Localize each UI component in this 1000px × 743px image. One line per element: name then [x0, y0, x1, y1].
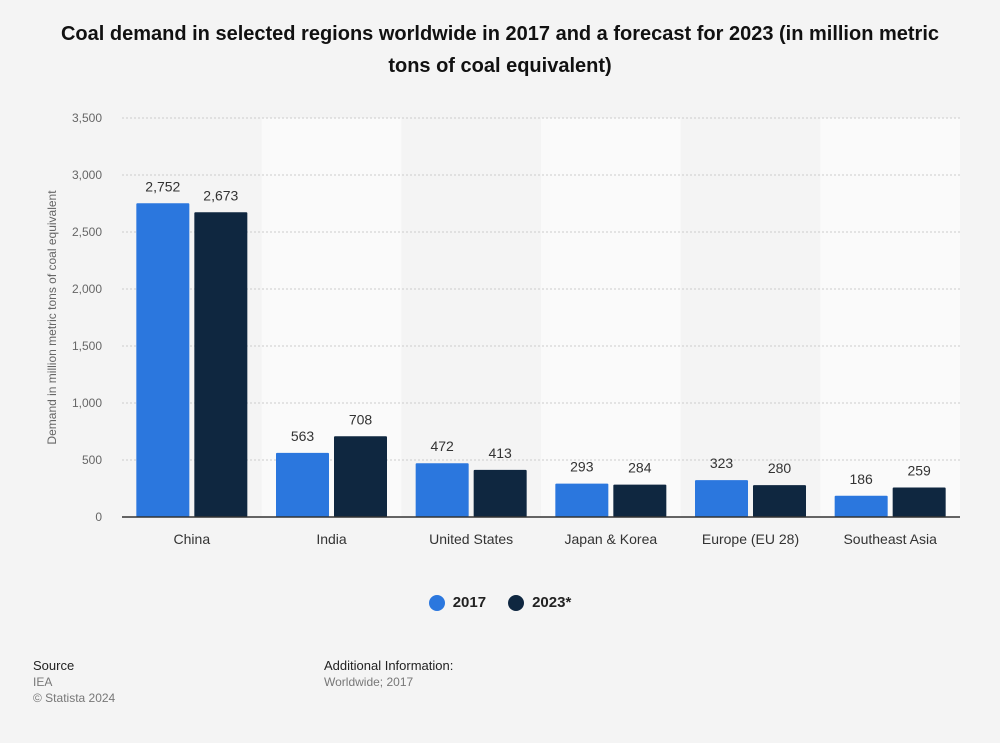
y-tick-label: 1,000: [72, 396, 102, 410]
copyright: © Statista 2024: [33, 691, 116, 705]
legend-item-2023[interactable]: 2023*: [508, 594, 571, 611]
data-label: 563: [291, 428, 315, 444]
legend-item-2017[interactable]: 2017: [428, 594, 487, 611]
x-category-label: United States: [429, 531, 513, 547]
y-tick-label: 1,500: [72, 339, 102, 353]
additional-info-heading[interactable]: Additional Information:: [324, 658, 454, 673]
bar: [136, 203, 190, 517]
legend-label: 2023*: [532, 594, 572, 611]
data-label: 284: [628, 460, 652, 476]
y-tick-label: 2,000: [72, 282, 102, 296]
y-tick-label: 500: [82, 453, 102, 467]
data-label: 186: [849, 471, 873, 487]
y-tick-label: 3,500: [72, 111, 102, 125]
data-label: 293: [570, 459, 594, 475]
y-tick-label: 0: [95, 510, 102, 524]
legend-dot-icon: [428, 594, 445, 611]
bar: [834, 495, 888, 517]
bar-chart: 0 500 1,000 1,500 2,000 2,500 3,000 3,500 2,752…: [45, 111, 960, 547]
bars: [136, 203, 946, 517]
bar: [695, 480, 748, 517]
data-label: 413: [488, 445, 512, 461]
bar: [334, 436, 387, 517]
additional-info-text: Worldwide; 2017: [324, 675, 414, 689]
x-category-label: China: [174, 531, 211, 547]
x-category-label: Europe (EU 28): [702, 531, 799, 547]
bar: [753, 485, 806, 517]
data-labels: 2,752 2,673 563 708 472 413 293 284 323 280 186 259: [145, 178, 931, 487]
source-block: Source IEA © Statista 2024: [33, 658, 115, 706]
y-axis-title: Demand in million metric tons of coal eq…: [45, 190, 59, 445]
x-category-label: Japan & Korea: [565, 531, 658, 547]
x-category-label: Southeast Asia: [843, 531, 937, 547]
data-label: 280: [768, 460, 792, 476]
data-label: 472: [430, 438, 454, 454]
data-label: 2,673: [203, 187, 238, 203]
legend-label: 2017: [452, 594, 487, 611]
background-band: [820, 118, 960, 517]
background-band: [541, 118, 681, 517]
y-tick-label: 2,500: [72, 225, 102, 239]
bar: [415, 463, 469, 517]
data-label: 323: [710, 455, 734, 471]
bar: [276, 452, 329, 517]
chart-title: Coal demand in selected regions worldwid…: [60, 23, 940, 77]
data-label: 2,752: [145, 178, 180, 194]
legend: 2017 2023*: [0, 594, 1000, 611]
bar: [555, 483, 609, 517]
x-category-label: India: [316, 531, 347, 547]
bar: [194, 212, 248, 517]
bar: [473, 469, 527, 517]
additional-info-block: Additional Information: Worldwide; 2017: [324, 658, 453, 690]
data-label: 708: [349, 411, 373, 427]
source-heading: Source: [33, 658, 75, 673]
x-axis-categories: China India United States Japan & Korea Euro…: [174, 531, 938, 547]
bar: [892, 487, 946, 517]
data-label: 259: [907, 462, 931, 478]
legend-dot-icon: [508, 594, 525, 611]
bar: [613, 484, 667, 517]
source-name[interactable]: IEA: [33, 675, 53, 689]
y-tick-label: 3,000: [72, 168, 102, 182]
y-axis-ticks: 0 500 1,000 1,500 2,000 2,500 3,000 3,500: [72, 111, 102, 524]
